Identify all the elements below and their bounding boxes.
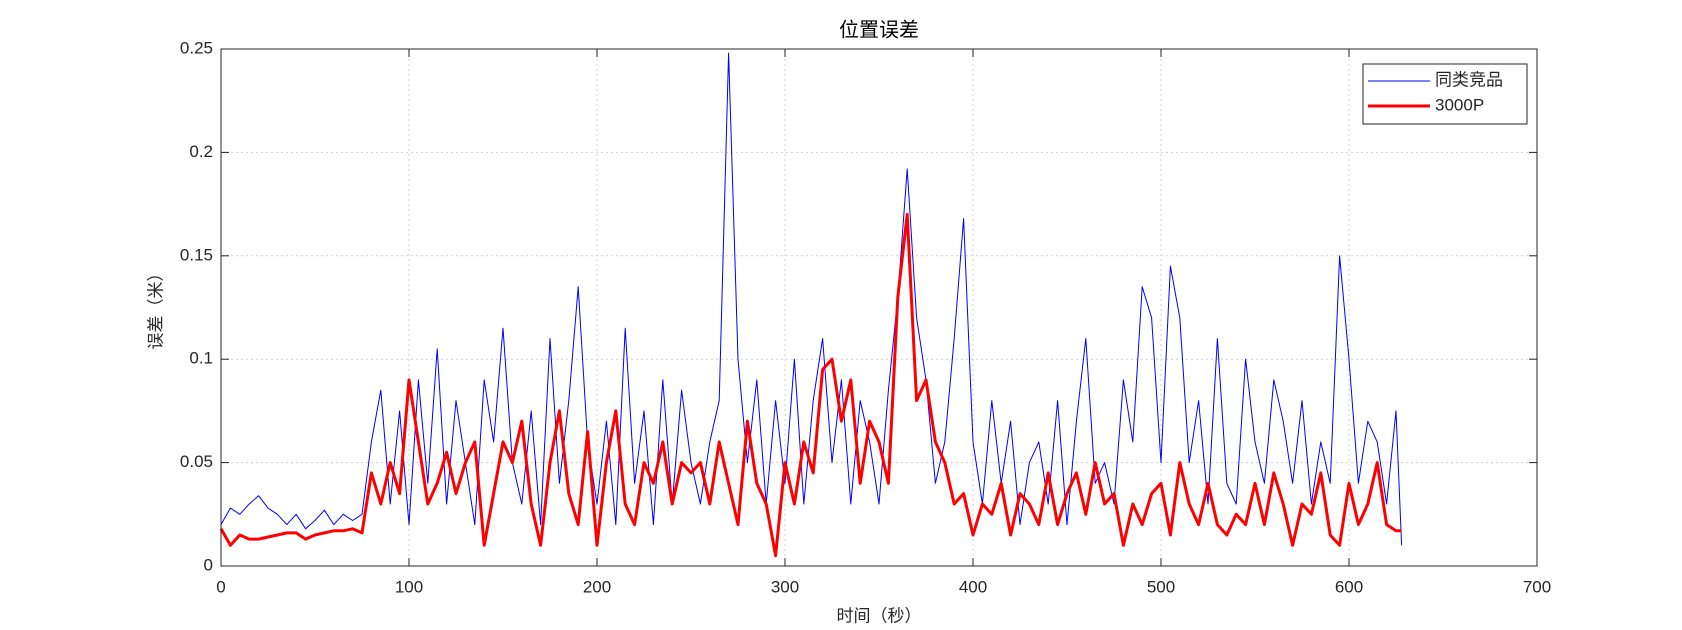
x-tick-label: 0 bbox=[216, 577, 225, 596]
x-tick-label: 100 bbox=[395, 577, 423, 596]
x-tick-label: 700 bbox=[1523, 577, 1551, 596]
plot-frame bbox=[220, 48, 1538, 567]
x-tick-label: 400 bbox=[959, 577, 987, 596]
x-axis-label: 时间（秒） bbox=[837, 606, 922, 625]
x-tick-label: 500 bbox=[1147, 577, 1175, 596]
y-tick-label: 0.25 bbox=[180, 38, 213, 57]
x-tick-label: 200 bbox=[583, 577, 611, 596]
legend-label: 同类竞品 bbox=[1435, 70, 1503, 89]
x-tick-label: 300 bbox=[771, 577, 799, 596]
y-axis-label: 误差（米） bbox=[146, 265, 165, 350]
y-tick-label: 0.2 bbox=[189, 142, 213, 161]
x-tick-label: 600 bbox=[1335, 577, 1363, 596]
legend-box bbox=[1362, 63, 1528, 125]
chart-title: 位置误差 bbox=[839, 18, 919, 41]
plot-area bbox=[221, 49, 1537, 566]
series-line bbox=[220, 52, 1403, 546]
y-tick-label: 0.05 bbox=[180, 452, 213, 471]
series-line bbox=[219, 212, 1402, 558]
legend-label: 3000P bbox=[1435, 95, 1484, 114]
y-tick-label: 0.1 bbox=[189, 349, 213, 368]
y-tick-label: 0 bbox=[204, 555, 213, 574]
y-tick-label: 0.15 bbox=[180, 245, 213, 264]
